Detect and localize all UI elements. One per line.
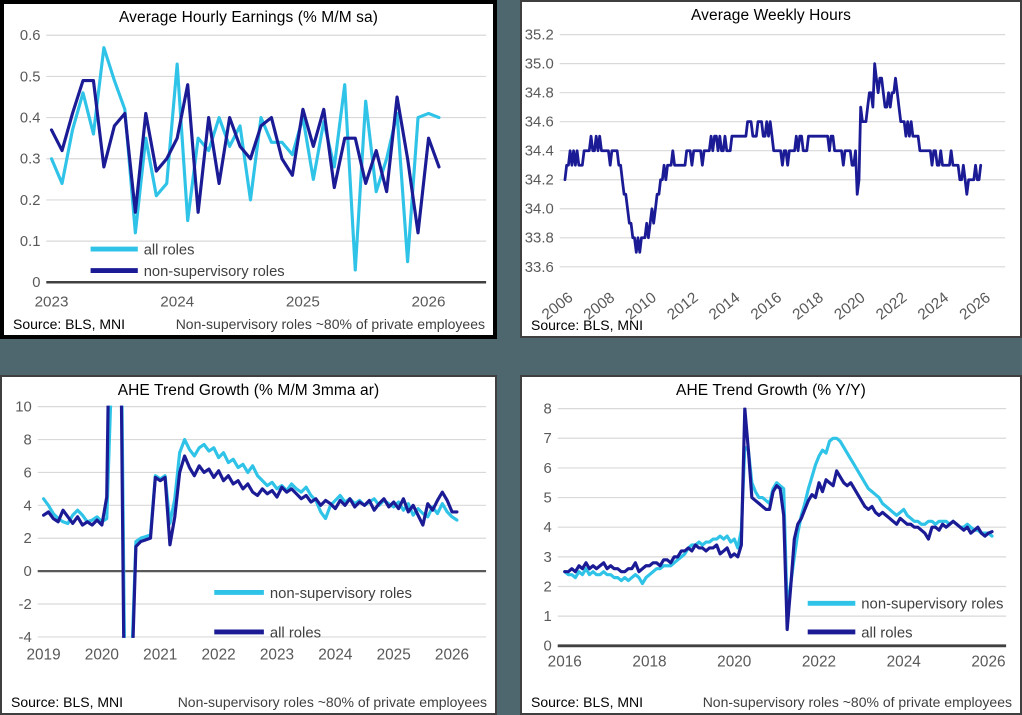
svg-text:2026: 2026 bbox=[412, 294, 446, 311]
footer-row: Source: BLS, MNI Non-supervisory roles ~… bbox=[531, 694, 1012, 710]
svg-text:2024: 2024 bbox=[318, 647, 353, 664]
svg-text:all roles: all roles bbox=[144, 242, 195, 258]
chart-note: Non-supervisory roles ~80% of private em… bbox=[702, 694, 1012, 710]
footer-row: Source: BLS, MNI Non-supervisory roles ~… bbox=[11, 694, 487, 710]
svg-text:2021: 2021 bbox=[143, 647, 177, 664]
svg-text:all roles: all roles bbox=[270, 625, 321, 641]
svg-text:4: 4 bbox=[23, 498, 31, 514]
svg-text:0.4: 0.4 bbox=[20, 111, 40, 127]
svg-text:all roles: all roles bbox=[861, 625, 912, 641]
svg-text:0.5: 0.5 bbox=[20, 69, 40, 85]
source-label: Source: BLS, MNI bbox=[531, 694, 644, 710]
svg-text:2022: 2022 bbox=[202, 647, 236, 664]
svg-text:non-supervisory roles: non-supervisory roles bbox=[270, 586, 412, 602]
chart-note: Non-supervisory roles ~80% of private em… bbox=[177, 694, 487, 710]
panel-avg-weekly-hours: Average Weekly Hours 33.6 33.8 34.0 34.2 34.… bbox=[520, 0, 1022, 338]
svg-text:non-supervisory roles: non-supervisory roles bbox=[144, 264, 285, 280]
svg-text:33.8: 33.8 bbox=[525, 231, 554, 247]
svg-text:34.2: 34.2 bbox=[525, 173, 554, 189]
svg-text:2: 2 bbox=[23, 531, 31, 547]
svg-text:4: 4 bbox=[543, 520, 551, 536]
svg-text:2024: 2024 bbox=[887, 654, 922, 671]
source-label: Source: BLS, MNI bbox=[13, 316, 126, 332]
chart-title: AHE Trend Growth (% M/M 3mma ar) bbox=[117, 382, 380, 399]
svg-text:34.6: 34.6 bbox=[525, 115, 554, 131]
footer-row: Source: BLS, MNI Non-supervisory roles ~… bbox=[13, 316, 485, 332]
svg-text:2025: 2025 bbox=[286, 294, 320, 311]
svg-text:34.8: 34.8 bbox=[525, 86, 554, 102]
line-chart-avg-hourly-earnings: 0 0.1 0.2 0.3 0.4 0.5 0.6 2023 2024 2025 2026 all r… bbox=[20, 28, 487, 311]
svg-text:0.6: 0.6 bbox=[20, 28, 40, 44]
svg-text:2025: 2025 bbox=[377, 647, 411, 664]
svg-text:34.4: 34.4 bbox=[525, 144, 554, 160]
svg-text:2026: 2026 bbox=[971, 654, 1005, 671]
svg-text:8: 8 bbox=[23, 433, 31, 449]
svg-text:non-supervisory roles: non-supervisory roles bbox=[861, 597, 1003, 613]
svg-text:0: 0 bbox=[543, 639, 551, 655]
svg-text:6: 6 bbox=[23, 465, 31, 481]
svg-text:2022: 2022 bbox=[802, 654, 836, 671]
svg-text:10: 10 bbox=[15, 400, 32, 416]
line-chart-ahe-trend-yy: 0 1 2 3 4 5 6 7 8 2016 2018 2020 2022 2024 2026 non-sup… bbox=[543, 402, 1007, 671]
svg-text:8: 8 bbox=[543, 402, 551, 418]
svg-text:2023: 2023 bbox=[260, 647, 294, 664]
chart-title: Average Hourly Earnings (% M/M sa) bbox=[119, 9, 378, 26]
svg-text:5: 5 bbox=[543, 491, 551, 507]
svg-text:0.2: 0.2 bbox=[20, 193, 40, 209]
svg-text:34.0: 34.0 bbox=[525, 202, 554, 218]
footer-row: Source: BLS, MNI bbox=[531, 317, 1012, 333]
chart-title: Average Weekly Hours bbox=[691, 7, 851, 24]
source-label: Source: BLS, MNI bbox=[531, 317, 644, 333]
svg-text:2020: 2020 bbox=[85, 647, 119, 664]
svg-text:2016: 2016 bbox=[548, 654, 582, 671]
panel-ahe-trend-mm: AHE Trend Growth (% M/M 3mma ar) -4 -2 0 2 4… bbox=[0, 375, 497, 715]
chart-note: Non-supervisory roles ~80% of private em… bbox=[175, 316, 485, 332]
chart-title: AHE Trend Growth (% Y/Y) bbox=[676, 382, 866, 399]
svg-text:3: 3 bbox=[543, 550, 551, 566]
svg-text:2: 2 bbox=[543, 579, 551, 595]
svg-text:0: 0 bbox=[23, 564, 31, 580]
svg-text:2018: 2018 bbox=[632, 654, 666, 671]
svg-text:35.2: 35.2 bbox=[525, 28, 554, 44]
line-chart-ahe-trend-mm: -4 -2 0 2 4 6 8 10 2019 2020 2021 2022 2023 2024 2025 2… bbox=[15, 400, 487, 664]
svg-text:0.3: 0.3 bbox=[20, 152, 40, 168]
svg-text:2023: 2023 bbox=[35, 294, 69, 311]
svg-text:2026: 2026 bbox=[435, 647, 469, 664]
svg-text:1: 1 bbox=[543, 609, 551, 625]
svg-text:2024: 2024 bbox=[160, 294, 194, 311]
panel-avg-hourly-earnings: Average Hourly Earnings (% M/M sa) 0 0.1 0… bbox=[0, 0, 497, 339]
svg-text:33.6: 33.6 bbox=[525, 260, 554, 276]
svg-text:0: 0 bbox=[32, 275, 40, 291]
svg-text:6: 6 bbox=[543, 461, 551, 477]
line-chart-avg-weekly-hours: 33.633.834.034.234.434.634.835.035.22006… bbox=[525, 28, 1006, 324]
svg-text:2019: 2019 bbox=[26, 647, 60, 664]
panel-ahe-trend-yy: AHE Trend Growth (% Y/Y) 0 1 2 3 4 5 6 7 8 2016 20… bbox=[520, 375, 1022, 715]
svg-text:0.1: 0.1 bbox=[20, 234, 40, 250]
svg-text:2020: 2020 bbox=[717, 654, 751, 671]
source-label: Source: BLS, MNI bbox=[11, 694, 124, 710]
svg-text:-4: -4 bbox=[19, 630, 32, 646]
svg-text:35.0: 35.0 bbox=[525, 57, 554, 73]
svg-text:7: 7 bbox=[543, 431, 551, 447]
svg-text:-2: -2 bbox=[19, 597, 32, 613]
